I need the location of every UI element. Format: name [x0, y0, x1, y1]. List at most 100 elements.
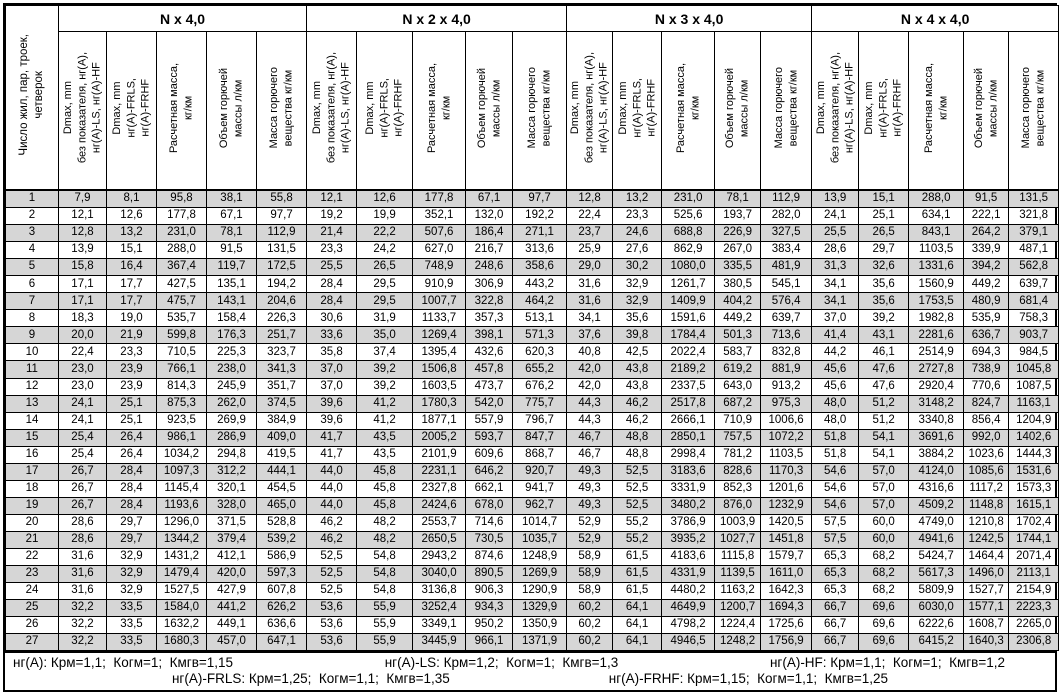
cell-value: 2071,4: [1008, 547, 1060, 567]
cell-value: 627,0: [412, 241, 467, 260]
cell-value: 176,3: [206, 326, 257, 345]
table-row: 8 18,3 19,0 535,7 158,4 226,3 30,6 31,9 1133,7 35…: [5, 309, 1060, 328]
cell-value: 738,9: [963, 360, 1010, 379]
cell-value: 634,1: [908, 207, 965, 226]
cell-value: 475,7: [156, 292, 207, 311]
table-row: 25 32,2 33,5 1584,0 441,2 626,2 53,6 55,9 3252,4…: [5, 599, 1060, 618]
cell-value: 61,5: [612, 565, 663, 584]
cell-value: 29,7: [106, 513, 157, 532]
cell-value: 4941,6: [908, 530, 965, 549]
cell-value: 22,4: [58, 343, 107, 362]
cell-value: 53,6: [306, 633, 358, 652]
cell-value: 23,0: [58, 360, 107, 379]
table-row: 7 17,1 17,7 475,7 143,1 204,6 28,4 29,5 1007,7 32…: [5, 292, 1060, 311]
table-row: 22 31,6 32,9 1431,2 412,1 586,9 52,5 54,8 2943,2…: [5, 547, 1060, 567]
note-ng-a-frhf: нг(А)-FRHF: Крм=1,15; Когм=1,1; Кмгв=1,2…: [608, 671, 889, 687]
cell-value: 177,8: [412, 189, 467, 209]
cell-value: 48,8: [612, 428, 663, 447]
footnote-line-2: нг(А)-FRLS: Крм=1,25; Когм=1,1; Кмгв=1,3…: [13, 671, 1047, 687]
cell-value: 730,5: [465, 530, 514, 549]
table-row: 16 25,4 26,4 1034,2 294,8 419,5 41,7 43,5 2101,9…: [5, 445, 1060, 464]
cell-value: 986,1: [156, 428, 207, 447]
row-number: 20: [5, 513, 59, 532]
table-row: 6 17,1 17,7 427,5 135,1 194,2 28,4 29,5 910,9 306…: [5, 275, 1060, 294]
group-title-nx4x4: N x 4 x 4,0: [811, 5, 1060, 32]
cell-value: 3884,2: [908, 445, 965, 464]
cell-value: 46,2: [306, 530, 358, 549]
cell-value: 65,3: [811, 547, 860, 567]
cell-value: 639,7: [760, 309, 813, 328]
cell-value: 2553,7: [412, 513, 467, 532]
cell-value: 61,5: [612, 582, 663, 601]
cell-value: 557,9: [465, 411, 514, 430]
cell-value: 2514,9: [908, 343, 965, 362]
cell-value: 775,7: [512, 394, 568, 413]
cell-value: 25,1: [858, 207, 910, 226]
group-title-nx3x4: N x 3 x 4,0: [566, 5, 813, 32]
cell-value: 64,1: [612, 599, 663, 618]
cell-value: 24,1: [58, 411, 107, 430]
column-header-label: Расчетная масса, кг/км: [168, 62, 195, 154]
cell-value: 44,0: [306, 479, 358, 498]
cell-value: 1103,5: [908, 241, 965, 260]
cell-value: 48,0: [811, 394, 860, 413]
cell-value: 54,8: [356, 547, 414, 567]
cell-value: 620,3: [512, 343, 568, 362]
cell-value: 40,8: [566, 343, 614, 362]
cell-value: 876,0: [714, 496, 762, 515]
cable-spec-table-container: Число жил, пар, троек, четверок N x 4,0 …: [3, 3, 1060, 693]
cell-value: 3935,2: [661, 530, 716, 549]
cell-value: 31,3: [811, 258, 860, 277]
cell-value: 43,5: [356, 428, 414, 447]
cell-value: 710,9: [714, 411, 762, 430]
cell-value: 22,2: [356, 224, 414, 243]
cell-value: 69,6: [858, 599, 910, 618]
cell-value: 814,3: [156, 377, 207, 396]
cell-value: 49,3: [566, 462, 614, 481]
table-row: 10 22,4 23,3 710,5 225,3 323,7 35,8 37,4 1395,4 4…: [5, 343, 1060, 362]
cell-value: 2666,1: [661, 411, 716, 430]
cell-value: 941,7: [512, 479, 568, 498]
cell-value: 4798,2: [661, 616, 716, 635]
cell-value: 48,2: [356, 530, 414, 549]
cell-value: 1170,3: [760, 462, 813, 481]
cell-value: 231,0: [156, 224, 207, 243]
cell-value: 54,8: [356, 582, 414, 601]
cell-value: 60,2: [566, 599, 614, 618]
cell-value: 28,4: [306, 275, 358, 294]
cell-value: 586,9: [255, 547, 308, 567]
cell-value: 26,7: [58, 462, 107, 481]
cell-value: 52,9: [566, 513, 614, 532]
cell-value: 3040,0: [412, 565, 467, 584]
cell-value: 1003,9: [714, 513, 762, 532]
cell-value: 1269,9: [512, 565, 568, 584]
table-row: 12 23,0 23,9 814,3 245,9 351,7 37,0 39,2 1603,5 4…: [5, 377, 1060, 396]
cell-value: 828,6: [714, 462, 762, 481]
cell-value: 655,2: [512, 360, 568, 379]
cell-value: 636,6: [255, 616, 308, 635]
cell-value: 643,0: [714, 377, 762, 396]
cell-value: 341,3: [255, 360, 308, 379]
cell-value: 186,4: [465, 224, 514, 243]
column-header-g1-c2: Dmax, mm нг(А)-FRLS, нг(А)-FRHF: [106, 31, 157, 191]
cell-value: 713,6: [760, 326, 813, 345]
row-number: 24: [5, 582, 59, 601]
group-title-nx2x4: N x 2 x 4,0: [306, 5, 568, 32]
cell-value: 681,4: [1008, 292, 1060, 311]
cell-value: 1248,2: [714, 633, 762, 652]
table-row: 26 32,2 33,5 1632,2 449,1 636,6 53,6 55,9 3349,1…: [5, 616, 1060, 635]
cell-value: 45,8: [356, 496, 414, 515]
cell-value: 1350,9: [512, 616, 568, 635]
cell-value: 17,7: [106, 292, 157, 311]
cell-value: 58,9: [566, 582, 614, 601]
column-header-g2-c4: Объем горючей массы л/км: [465, 31, 514, 191]
cell-value: 1261,7: [661, 275, 716, 294]
cell-value: 51,2: [858, 394, 910, 413]
column-header-g1-c3: Расчетная масса, кг/км: [156, 31, 207, 191]
cell-value: 15,8: [58, 258, 107, 277]
cell-value: 2998,4: [661, 445, 716, 464]
cell-value: 1579,7: [760, 547, 813, 567]
cell-value: 320,1: [206, 479, 257, 498]
cell-value: 962,7: [512, 496, 568, 515]
cell-value: 61,5: [612, 547, 663, 567]
